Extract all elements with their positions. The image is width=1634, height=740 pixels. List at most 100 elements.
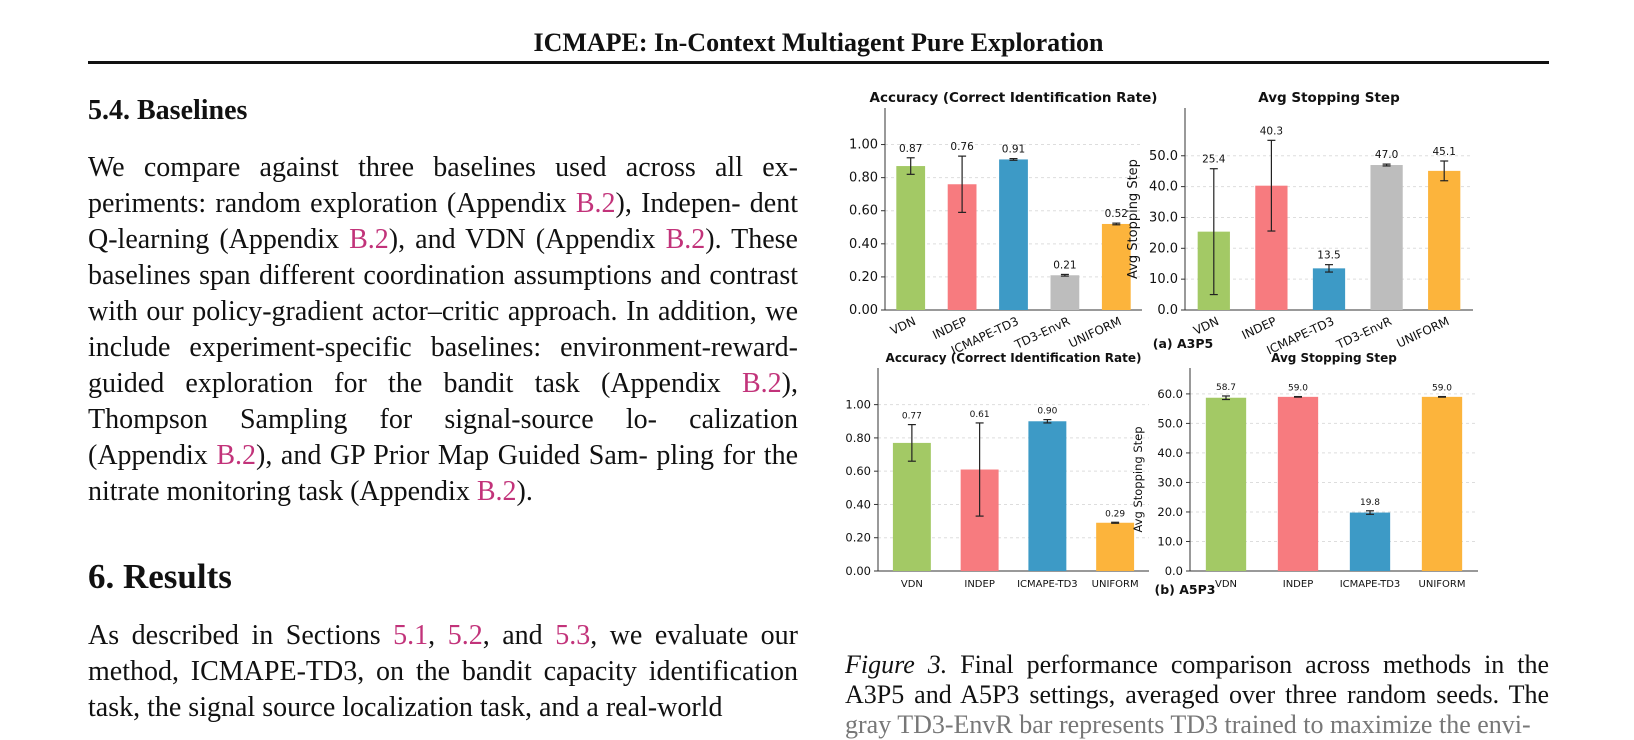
- x-tick-label: UNIFORM: [1092, 579, 1139, 590]
- x-tick-label: UNIFORM: [1419, 579, 1466, 590]
- x-tick-label: VDN: [1215, 579, 1237, 590]
- x-tick-label: VDN: [888, 314, 918, 338]
- y-tick-label: 0.80: [849, 171, 878, 186]
- bar: [896, 166, 926, 310]
- figure-caption: Figure 3. Final performance comparison a…: [845, 650, 1549, 740]
- data-label: 0.21: [1053, 259, 1076, 271]
- x-tick-label: VDN: [901, 579, 923, 590]
- y-tick-label: 20.0: [1157, 505, 1183, 519]
- data-label: 0.90: [1037, 407, 1057, 417]
- data-label: 59.0: [1432, 384, 1452, 394]
- data-label: 47.0: [1375, 149, 1398, 161]
- y-tick-label: 10.0: [1157, 534, 1183, 548]
- bar: [1312, 268, 1346, 310]
- y-tick-label: 0.00: [849, 303, 878, 318]
- section-heading-results: 6. Results: [88, 557, 232, 596]
- data-label: 0.77: [902, 412, 922, 422]
- subfigure-label: (b) A5P3: [1155, 582, 1216, 597]
- x-tick-label: UNIFORM: [1067, 314, 1124, 351]
- bar: [1277, 396, 1319, 571]
- appendix-link[interactable]: B.2: [349, 224, 389, 255]
- y-tick-label: 1.00: [845, 398, 871, 412]
- y-tick-label: 1.00: [849, 138, 878, 153]
- subfigure-label: (a) A3P5: [1153, 336, 1213, 351]
- caption-line3: gray TD3-EnvR bar represents TD3 trained…: [845, 710, 1531, 739]
- baselines-paragraph: We compare against three baselines used …: [88, 152, 798, 507]
- x-tick-label: UNIFORM: [1394, 314, 1451, 351]
- bar: [1428, 170, 1461, 310]
- data-label: 59.0: [1288, 384, 1308, 394]
- data-label: 19.8: [1360, 498, 1380, 508]
- section-link[interactable]: 5.2: [447, 620, 483, 651]
- section-link[interactable]: 5.1: [393, 620, 429, 651]
- data-label: 58.7: [1216, 383, 1236, 393]
- y-tick-label: 40.0: [1157, 446, 1183, 460]
- y-tick-label: 0.60: [849, 204, 878, 219]
- y-tick-label: 0.40: [845, 497, 871, 511]
- running-head: ICMAPE: In-Context Multiagent Pure Explo…: [533, 28, 1104, 57]
- y-axis-label: Avg Stopping Step: [1131, 426, 1145, 532]
- data-label: 0.91: [1002, 144, 1025, 156]
- data-label: 0.87: [899, 143, 922, 155]
- y-tick-label: 40.0: [1149, 180, 1178, 195]
- appendix-link[interactable]: B.2: [216, 440, 257, 471]
- x-tick-label: ICMAPE-TD3: [1340, 579, 1401, 590]
- appendix-link[interactable]: B.2: [476, 476, 517, 507]
- x-tick-label: TD3-EnvR: [1333, 314, 1393, 352]
- y-tick-label: 0.60: [845, 464, 871, 478]
- y-tick-label: 0.20: [849, 270, 878, 285]
- y-tick-label: 50.0: [1149, 149, 1178, 164]
- y-tick-label: 30.0: [1157, 475, 1183, 489]
- y-tick-label: 0.40: [849, 237, 878, 252]
- y-axis-label: Avg Stopping Step: [1126, 159, 1141, 279]
- y-tick-label: 0.20: [845, 531, 871, 545]
- bar: [1370, 165, 1403, 310]
- section-heading-baselines: 5.4. Baselines: [88, 95, 248, 126]
- data-label: 0.29: [1105, 509, 1125, 519]
- data-label: 45.1: [1433, 146, 1456, 158]
- appendix-link[interactable]: B.2: [741, 368, 782, 399]
- bar: [1101, 223, 1131, 310]
- y-tick-label: 10.0: [1149, 272, 1178, 287]
- data-label: 0.76: [950, 141, 974, 153]
- bar: [1205, 397, 1247, 571]
- data-label: 0.61: [970, 410, 990, 420]
- x-tick-label: INDEP: [1283, 579, 1313, 590]
- bar: [999, 159, 1028, 310]
- x-tick-label: INDEP: [1240, 314, 1279, 342]
- chart-title: Accuracy (Correct Identification Rate): [886, 351, 1142, 365]
- x-tick-label: ICMAPE-TD3: [1017, 579, 1078, 590]
- chart-title: Avg Stopping Step: [1271, 351, 1397, 365]
- results-paragraph: As described in Sections 5.1, 5.2, and 5…: [88, 620, 799, 723]
- y-tick-label: 0.00: [845, 564, 871, 578]
- bar: [1050, 275, 1080, 310]
- figure-3: Accuracy (Correct Identification Rate) 0.…: [845, 90, 1478, 597]
- y-tick-label: 20.0: [1149, 241, 1178, 256]
- appendix-link[interactable]: B.2: [665, 224, 706, 255]
- bar: [1028, 421, 1067, 571]
- data-label: 13.5: [1317, 250, 1340, 262]
- section-link[interactable]: 5.3: [555, 620, 591, 651]
- y-tick-label: 50.0: [1157, 416, 1183, 430]
- y-tick-label: 30.0: [1149, 210, 1178, 225]
- chart-title: Accuracy (Correct Identification Rate): [870, 90, 1158, 106]
- chart-title: Avg Stopping Step: [1258, 90, 1400, 106]
- data-label: 0.52: [1105, 208, 1128, 220]
- y-tick-label: 0.80: [845, 431, 871, 445]
- bar: [1096, 522, 1135, 571]
- appendix-link[interactable]: B.2: [575, 188, 616, 219]
- y-tick-label: 0.0: [1165, 564, 1183, 578]
- y-tick-label: 0.0: [1157, 303, 1178, 318]
- caption-label: Figure 3.: [845, 650, 948, 679]
- x-tick-label: INDEP: [964, 579, 994, 590]
- bar: [1349, 512, 1391, 571]
- data-label: 40.3: [1260, 125, 1283, 137]
- caption-text: Final performance comparison across meth…: [845, 650, 1549, 709]
- header-rule: [88, 61, 1549, 64]
- data-label: 25.4: [1202, 154, 1226, 166]
- bar: [1421, 396, 1463, 571]
- left-column: 5.4. Baselines We compare against three …: [88, 90, 798, 723]
- x-tick-label: VDN: [1191, 314, 1221, 338]
- x-tick-label: TD3-EnvR: [1012, 314, 1072, 352]
- bar: [892, 442, 931, 571]
